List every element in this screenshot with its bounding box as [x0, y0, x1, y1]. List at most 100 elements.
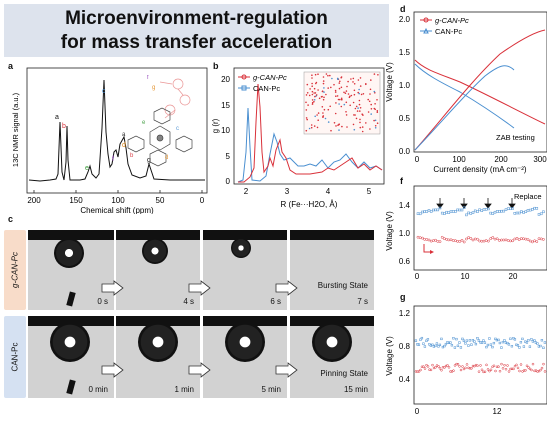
sequence-arrow-icon	[188, 362, 211, 378]
panel-g-red-mark	[440, 368, 443, 372]
md-molecule-dot	[350, 78, 352, 80]
panel-f-charge-mark	[491, 236, 495, 239]
panel-f-discharge-mark	[526, 209, 530, 212]
panel-b-xtick-label: 4	[326, 187, 331, 196]
panel-g-red-mark	[419, 368, 422, 372]
svg-text:g: g	[152, 85, 155, 91]
panel-d-xtick-label: 300	[533, 155, 547, 164]
photo-time-label: 5 min	[261, 385, 281, 394]
panel-f-charge-mark	[473, 237, 477, 241]
panel-d-ylabel: Voltage (V)	[385, 62, 394, 102]
droplet-photo: Bursting State 7 s	[290, 230, 374, 310]
panel-g-blue-mark	[494, 337, 497, 341]
photo-time-label: 15 min	[343, 385, 368, 394]
sequence-arrow-icon	[101, 362, 124, 378]
panel-g-blue-mark	[450, 344, 454, 347]
panel-g-blue-mark	[519, 341, 523, 344]
panel-g-red-mark	[500, 362, 503, 366]
panel-g-ytick-label: 0.4	[399, 375, 411, 384]
panel-g-blue-mark	[456, 344, 460, 347]
panel-g-blue-mark	[516, 344, 520, 347]
photo-time-label: 7 s	[357, 297, 368, 306]
panel-g-red-mark	[477, 370, 481, 373]
md-molecule-dot	[322, 82, 325, 85]
panel-b-series-gcan	[238, 83, 383, 183]
md-molecule-dot	[376, 111, 379, 113]
panel-g-red-mark	[525, 364, 529, 368]
panel-f-charge-mark	[476, 237, 479, 241]
svg-text:d: d	[165, 155, 168, 161]
panel-g-red-mark	[480, 368, 484, 372]
panel-b-xtick-label: 5	[367, 187, 372, 196]
panel-g-blue-mark	[438, 343, 442, 347]
md-molecule-dot	[339, 98, 341, 101]
md-molecule-dot	[337, 98, 340, 101]
panel-f-charge-mark	[539, 237, 543, 241]
panel-f-charge-mark	[533, 239, 536, 243]
panel-f-discharge-mark	[528, 208, 532, 212]
md-molecule-dot	[359, 121, 361, 124]
svg-text:e: e	[142, 120, 146, 126]
panel-g-blue-mark	[500, 346, 503, 349]
panel-f-charge-mark	[535, 240, 539, 243]
md-molecule-dot	[306, 118, 308, 121]
md-molecule-dot	[321, 106, 324, 108]
panel-d-can-voltage	[414, 63, 515, 129]
panel-f-discharge-mark	[436, 208, 440, 212]
md-molecule-dot	[345, 114, 348, 116]
panel-label-c: c	[8, 214, 14, 224]
panel-f-discharge-mark	[425, 210, 429, 213]
panel-g-blue-mark	[509, 337, 512, 340]
md-molecule-dot	[323, 96, 325, 99]
panel-g-blue-mark	[465, 339, 469, 342]
title-line-2: for mass transfer acceleration	[60, 32, 333, 53]
panel-g-red-mark	[420, 365, 424, 369]
panel-g-red-mark	[425, 363, 428, 367]
md-molecule-dot	[340, 97, 343, 100]
panel-a-xtick-label: 100	[111, 196, 125, 205]
panel-g-red-mark	[470, 367, 473, 370]
panel-f-discharge-mark	[421, 210, 424, 214]
panel-g-blue-mark	[449, 341, 452, 344]
panel-g-red-mark	[503, 363, 506, 367]
panel-f-charge-mark	[445, 237, 448, 241]
panel-f-discharge-mark	[506, 207, 510, 210]
panel-b-legend-can: CAN-Pc	[253, 84, 280, 93]
md-molecule-dot	[333, 83, 335, 86]
panel-g-blue-mark	[416, 343, 419, 346]
panel-g-cycling-chart: 0.4 0.8 1.2 0 12 Voltage (V)	[385, 305, 547, 416]
panel-g-red-mark	[488, 369, 491, 373]
panel-g-red-mark	[426, 365, 430, 368]
md-molecule-dot	[374, 92, 376, 94]
panel-g-red-mark	[494, 369, 497, 373]
md-molecule-dot	[370, 79, 372, 81]
md-molecule-dot	[317, 89, 319, 91]
panel-b-ylabel: g (r)	[211, 118, 220, 133]
md-molecule-dot	[336, 95, 339, 97]
panel-g-blue-mark	[455, 337, 458, 341]
panel-f-charge-mark	[467, 236, 470, 239]
panel-f-discharge-mark	[440, 211, 444, 215]
panel-f-charge-mark	[498, 239, 501, 242]
panel-f-discharge-mark	[513, 212, 517, 215]
md-molecule-dot	[323, 108, 326, 111]
md-molecule-dot	[310, 126, 313, 129]
panel-g-red-mark	[492, 364, 496, 368]
panel-f-discharge-mark	[465, 213, 468, 217]
panel-g-blue-mark	[537, 345, 541, 348]
panel-label-g: g	[400, 292, 406, 302]
panel-f-xtick-label: 10	[461, 272, 470, 281]
panel-f-charge-mark	[489, 237, 492, 241]
panel-b-ytick-label: 15	[221, 101, 230, 110]
panel-d-legend-can: CAN-Pc	[435, 27, 462, 36]
panel-a-xlabel: Chemical shift (ppm)	[80, 206, 154, 214]
panel-f-discharge-mark	[478, 208, 481, 212]
md-molecule-dot	[376, 122, 379, 124]
panel-f-charge-mark	[421, 236, 424, 240]
panel-f-discharge-mark	[509, 207, 512, 210]
panel-g-blue-mark	[458, 341, 461, 344]
panel-g-blue-mark	[536, 342, 539, 345]
md-molecule-dot	[353, 128, 356, 131]
panel-g-red-mark	[455, 362, 458, 366]
md-molecule-dot	[345, 101, 348, 104]
